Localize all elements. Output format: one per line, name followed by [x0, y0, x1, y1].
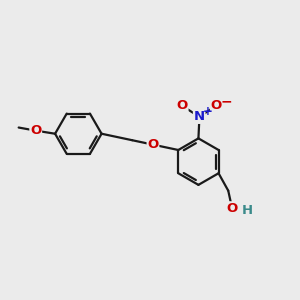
Text: O: O — [176, 99, 188, 112]
Text: O: O — [147, 138, 159, 151]
Text: O: O — [226, 202, 238, 215]
Text: −: − — [220, 94, 232, 108]
Text: O: O — [30, 124, 41, 137]
Text: O: O — [211, 99, 222, 112]
Text: N: N — [194, 110, 205, 123]
Text: +: + — [203, 105, 213, 118]
Text: H: H — [241, 204, 252, 217]
